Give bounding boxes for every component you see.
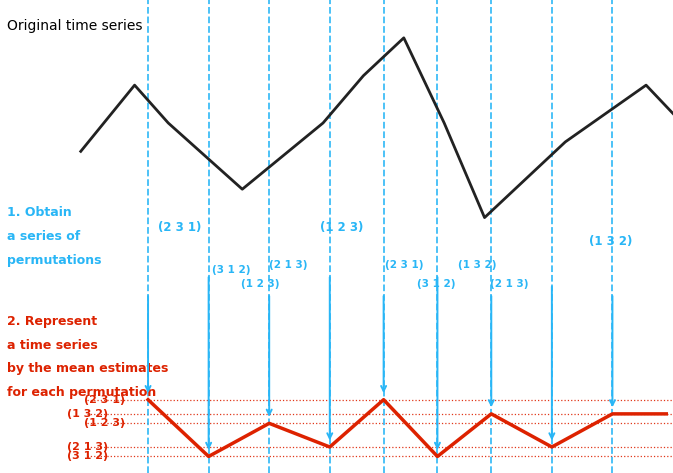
Text: (2 3 1): (2 3 1) xyxy=(84,394,125,405)
Text: (1 2 3): (1 2 3) xyxy=(241,279,279,289)
Text: (1 3 2): (1 3 2) xyxy=(67,409,108,419)
Text: (2 1 3): (2 1 3) xyxy=(67,442,108,452)
Text: (3 1 2): (3 1 2) xyxy=(212,264,250,275)
Text: (2 3 1): (2 3 1) xyxy=(158,220,201,234)
Text: (1 3 2): (1 3 2) xyxy=(458,260,496,270)
Text: (2 3 1): (2 3 1) xyxy=(385,260,423,270)
Text: by the mean estimates: by the mean estimates xyxy=(7,362,168,376)
Text: 2. Represent: 2. Represent xyxy=(7,315,97,328)
Text: (2 1 3): (2 1 3) xyxy=(490,279,528,289)
Text: (2 1 3): (2 1 3) xyxy=(269,260,308,270)
Text: (3 1 2): (3 1 2) xyxy=(67,451,108,462)
Text: (1 2 3): (1 2 3) xyxy=(84,418,125,429)
Text: a time series: a time series xyxy=(7,339,98,352)
Text: 1. Obtain: 1. Obtain xyxy=(7,206,71,219)
Text: (1 3 2): (1 3 2) xyxy=(589,235,632,248)
Text: a series of: a series of xyxy=(7,230,80,243)
Text: (1 2 3): (1 2 3) xyxy=(320,220,363,234)
Text: for each permutation: for each permutation xyxy=(7,386,156,399)
Text: (3 1 2): (3 1 2) xyxy=(417,279,456,289)
Text: permutations: permutations xyxy=(7,254,101,267)
Text: Original time series: Original time series xyxy=(7,19,142,33)
